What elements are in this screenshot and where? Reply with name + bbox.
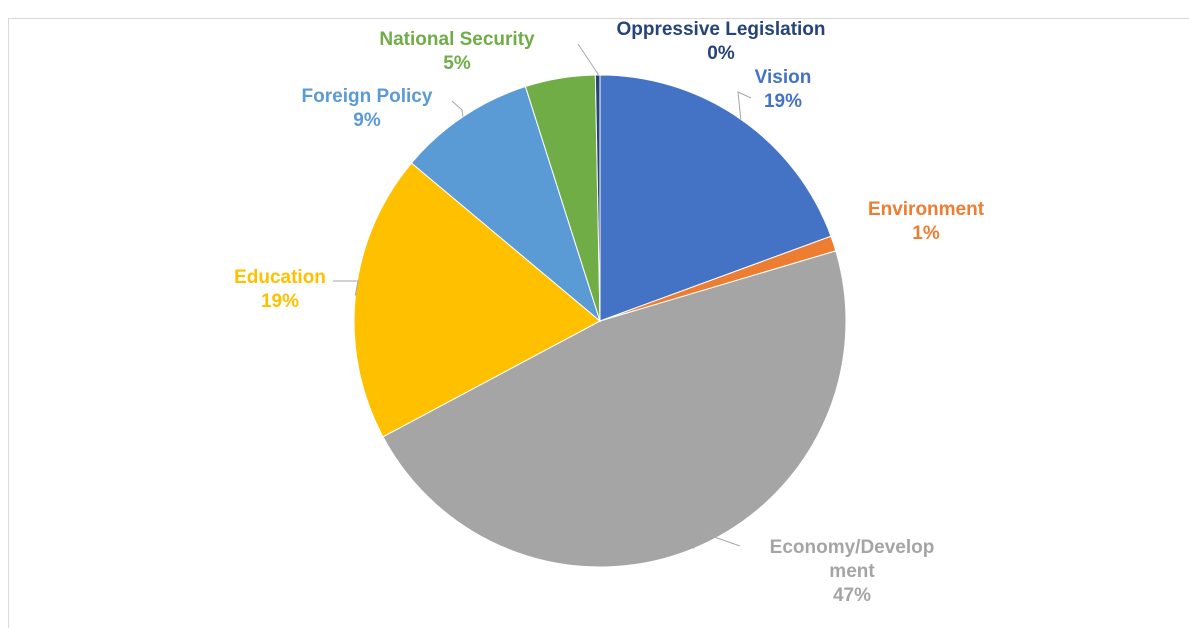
leader-line-education <box>333 280 359 296</box>
pie-slice-vision <box>599 74 832 322</box>
data-labels: Vision 19% Environment 1% Economy/Develop men… <box>234 19 985 606</box>
slice-label-environment: Environment <box>868 199 985 220</box>
slice-label-vision: Vision <box>755 67 812 88</box>
slice-percent-foreign-policy: 9% <box>353 110 381 131</box>
pie-slice-education <box>353 162 601 438</box>
slice-percent-national-security: 5% <box>443 53 471 74</box>
leader-lines <box>333 43 752 549</box>
slice-label-economy-development-part1: Economy/Develop <box>770 537 935 558</box>
slice-percent-environment: 1% <box>912 223 940 244</box>
pie-slices <box>353 74 847 568</box>
slice-label-economy-development-part2: ment <box>829 561 875 582</box>
leader-line-vision <box>737 91 752 120</box>
slice-percent-economy-development: 47% <box>833 585 871 606</box>
slice-percent-education: 19% <box>261 291 299 312</box>
chart-frame <box>8 18 1189 628</box>
pie-slice-oppressive-legislation <box>594 74 601 322</box>
leader-line-economy-development <box>692 531 741 549</box>
leader-line-foreign-policy <box>451 100 464 117</box>
slice-label-foreign-policy: Foreign Policy <box>302 86 433 107</box>
slice-percent-vision: 19% <box>764 91 802 112</box>
slice-label-education: Education <box>234 267 326 288</box>
slice-label-national-security: National Security <box>379 29 535 50</box>
slice-label-oppressive-legislation: Oppressive Legislation <box>616 19 825 40</box>
pie-slice-foreign-policy <box>410 85 601 323</box>
slice-percent-oppressive-legislation: 0% <box>707 43 735 64</box>
leader-line-oppressive-legislation <box>577 43 599 76</box>
